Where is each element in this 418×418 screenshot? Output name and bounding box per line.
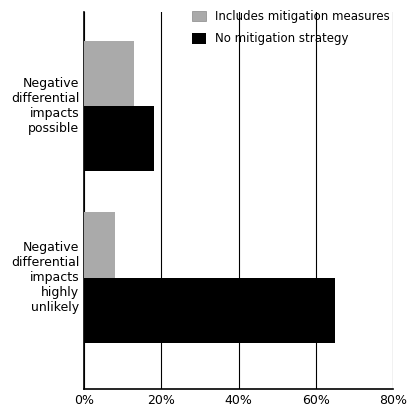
Bar xyxy=(84,278,335,343)
Bar xyxy=(84,41,135,106)
Legend: Includes mitigation measures, No mitigation strategy: Includes mitigation measures, No mitigat… xyxy=(192,10,390,46)
Bar xyxy=(84,212,115,278)
Bar xyxy=(84,106,154,171)
